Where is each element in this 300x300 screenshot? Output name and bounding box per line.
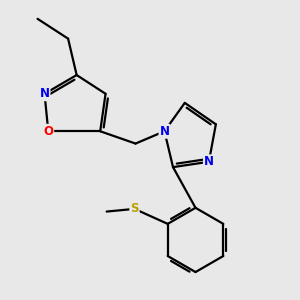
Text: O: O [43, 125, 53, 138]
Text: N: N [40, 87, 50, 100]
Text: N: N [204, 155, 214, 168]
Text: N: N [160, 125, 170, 138]
Text: S: S [130, 202, 139, 215]
